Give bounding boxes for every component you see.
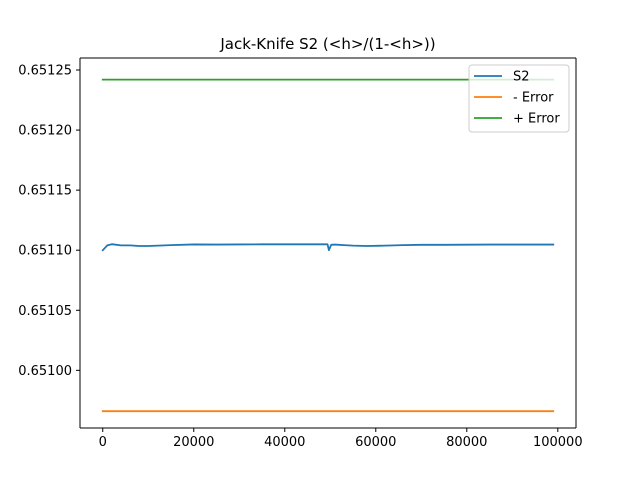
y-tick-label: 0.65105 — [18, 304, 72, 319]
x-tick-label: 40000 — [264, 435, 305, 450]
legend-label: + Error — [513, 112, 560, 127]
y-tick-label: 0.65125 — [18, 64, 72, 79]
legend-label: S2 — [513, 70, 530, 85]
x-tick-label: 60000 — [355, 435, 396, 450]
axes-frame — [79, 57, 577, 429]
x-tick-label: 100000 — [533, 435, 583, 450]
y-ticks: 0.65100 0.65105 0.65110 0.65115 0.65120 0.651… — [18, 64, 80, 379]
y-tick-label: 0.65110 — [18, 244, 72, 259]
x-tick-label: 0 — [99, 435, 107, 450]
y-tick-label: 0.65100 — [18, 364, 72, 379]
legend-box — [468, 64, 570, 133]
y-tick-label: 0.65115 — [18, 184, 72, 199]
chart-title: Jack-Knife S2 (<h>/(1-<h>)) — [219, 35, 435, 53]
y-tick-label: 0.65120 — [18, 124, 72, 139]
legend-entries: S2 - Error + Error — [474, 70, 560, 127]
series-line-1 — [101, 243, 555, 252]
legend: S2 - Error + Error — [468, 64, 570, 133]
x-ticks: 0 20000 40000 60000 80000 100000 — [99, 428, 583, 450]
legend-label: - Error — [513, 91, 554, 106]
x-tick-label: 80000 — [446, 435, 487, 450]
x-tick-label: 20000 — [173, 435, 214, 450]
